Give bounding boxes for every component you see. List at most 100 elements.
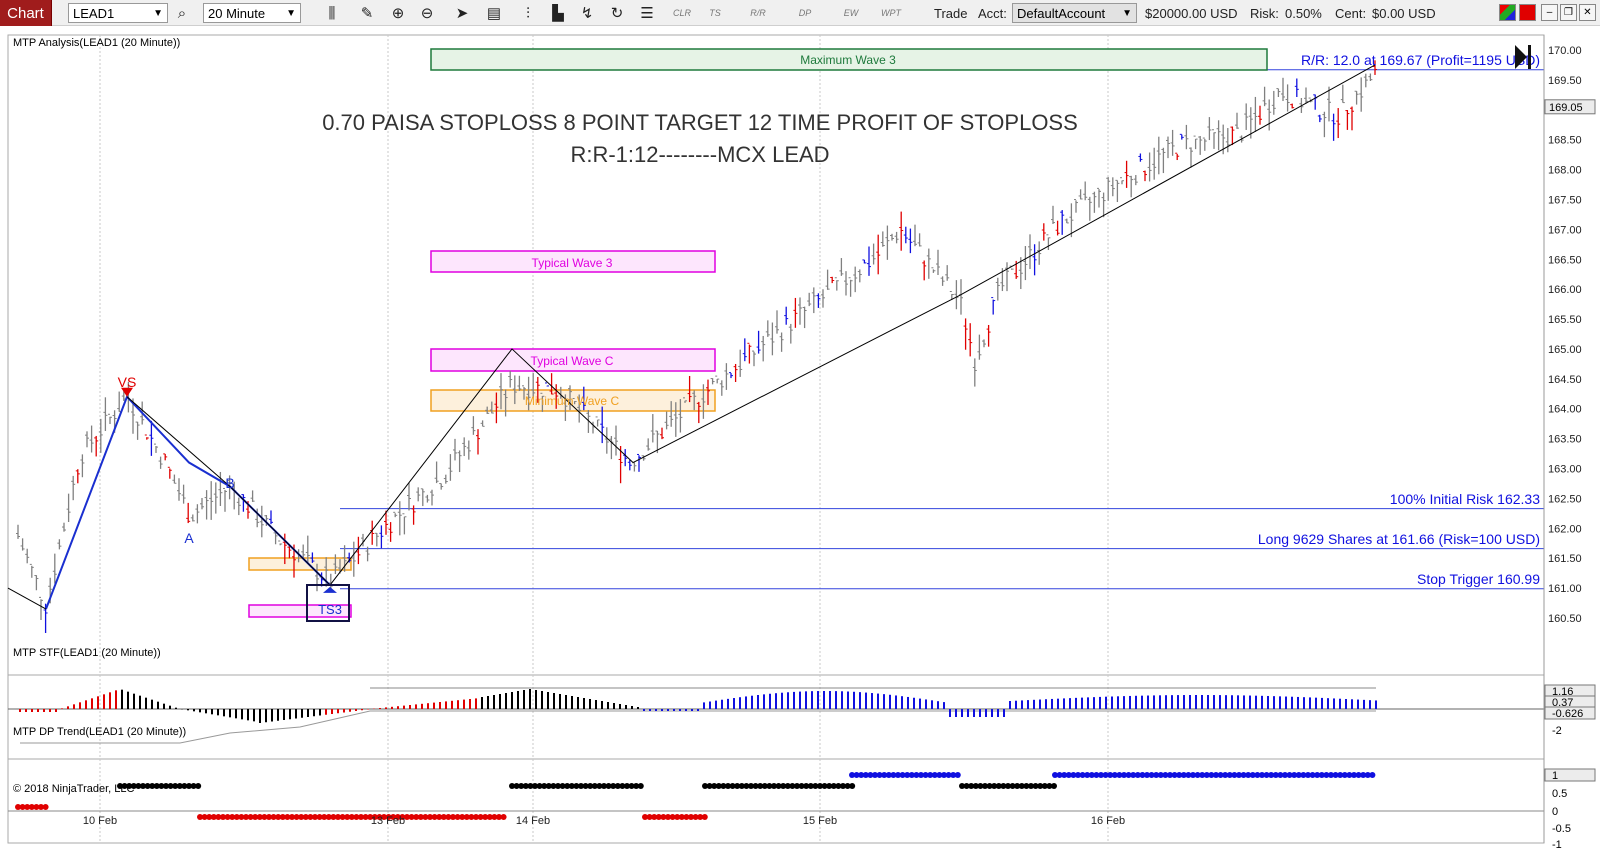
data-box-icon[interactable]: ▤ bbox=[486, 5, 502, 22]
list-icon[interactable]: ☰ bbox=[640, 5, 654, 22]
chart-text: MTP Analysis(LEAD1 (20 Minute)) 0.70 PAI… bbox=[13, 37, 1540, 795]
dp-dot bbox=[1046, 783, 1053, 789]
dp-dot bbox=[1199, 772, 1206, 778]
dp-dot bbox=[153, 783, 160, 789]
dp-dot bbox=[1009, 783, 1016, 789]
dp-dot bbox=[738, 783, 745, 789]
dp-dot bbox=[252, 814, 259, 820]
balance-currency: USD bbox=[1210, 5, 1238, 21]
chart-tab[interactable]: Chart bbox=[0, 0, 52, 26]
dp-tick-label: -0.5 bbox=[1552, 823, 1571, 835]
dp-dot bbox=[1323, 772, 1330, 778]
last-price-label: 169.05 bbox=[1549, 102, 1583, 114]
ts-button[interactable]: TS bbox=[709, 8, 721, 18]
dp-dot bbox=[913, 772, 920, 778]
clr-button[interactable]: CLR bbox=[672, 8, 691, 18]
account-value: DefaultAccount bbox=[1017, 5, 1106, 21]
dp-dot bbox=[1014, 783, 1021, 789]
dp-dot bbox=[885, 772, 892, 778]
dp-dot bbox=[404, 814, 410, 820]
ts3-up-arrow-icon bbox=[323, 586, 337, 593]
dp-dot bbox=[367, 814, 374, 820]
color-palette-icon[interactable] bbox=[1499, 4, 1516, 21]
dp-title: MTP DP Trend(LEAD1 (20 Minute)) bbox=[13, 726, 186, 738]
restore-icon[interactable]: ❐ bbox=[1560, 4, 1577, 21]
search-icon[interactable]: ⌕ bbox=[177, 4, 187, 22]
chart-area[interactable]: 1.16 0.37 -0.626 -2 1 0.5 0 -0.5 -1 MTP Analysi… bbox=[0, 27, 1600, 851]
ew-button[interactable]: EW bbox=[843, 8, 859, 18]
bar-style-icon[interactable]: ⫼ bbox=[328, 4, 336, 22]
dp-dot bbox=[1130, 772, 1137, 778]
dp-dot bbox=[149, 783, 156, 789]
dp-dot bbox=[527, 783, 534, 789]
dp-dot bbox=[1032, 783, 1039, 789]
chart-toolbar: Chart LEAD1 ▼ ⌕ 20 Minute ▼ ⫼ ✎ ⊕ ⊖ ➤ ▤ ⫶ … bbox=[0, 0, 1600, 26]
dp-dot bbox=[312, 814, 318, 820]
dp-panel[interactable] bbox=[7, 758, 1545, 844]
date-axis[interactable]: 10 Feb 13 Feb 14 Feb 15 Feb 16 Feb bbox=[83, 815, 1125, 827]
wave-label-vs: VS bbox=[118, 374, 137, 390]
account-select[interactable]: DefaultAccount ▼ bbox=[1012, 3, 1137, 23]
zone-typical-wave3-small bbox=[248, 604, 352, 618]
price-markers-icon[interactable]: ▙ bbox=[552, 5, 564, 22]
long-entry-label: Long 9629 Shares at 161.66 (Risk=100 USD… bbox=[1258, 531, 1540, 547]
price-tick-label: 164.50 bbox=[1548, 374, 1582, 386]
cursor-icon[interactable]: ➤ bbox=[455, 5, 469, 22]
dp-dot bbox=[19, 804, 26, 810]
dp-dot bbox=[445, 814, 452, 820]
price-axis[interactable]: 170.00169.50169.00168.50168.00167.50167.… bbox=[1543, 35, 1596, 843]
dp-dot bbox=[862, 772, 869, 778]
minimize-icon[interactable]: – bbox=[1541, 4, 1558, 21]
zoom-out-icon[interactable]: ⊖ bbox=[420, 5, 434, 22]
drawing-tools-icon[interactable]: ↯ bbox=[580, 5, 594, 22]
dp-dot bbox=[450, 814, 456, 820]
chart-svg[interactable]: 1.160.37-0.626 -2 1 0.5 0 -0.5 -1 MTP Analysi… bbox=[0, 27, 1600, 851]
draw-pencil-icon[interactable]: ✎ bbox=[360, 5, 374, 22]
chart-tab-label: Chart bbox=[7, 4, 44, 22]
dp-dot bbox=[950, 772, 957, 778]
bar-spacing-icon[interactable]: ⫶ bbox=[526, 4, 530, 22]
dp-dot bbox=[210, 814, 217, 820]
stf-panel[interactable] bbox=[7, 674, 1545, 760]
refresh-icon[interactable]: ↻ bbox=[610, 5, 624, 22]
dp-button[interactable]: DP bbox=[798, 8, 812, 18]
dp-dot bbox=[748, 783, 754, 789]
dp-dot bbox=[761, 783, 768, 789]
close-icon[interactable]: ✕ bbox=[1579, 4, 1596, 21]
zoom-in-icon[interactable]: ⊕ bbox=[391, 5, 405, 22]
dp-dot bbox=[729, 783, 736, 789]
dp-dot bbox=[436, 814, 443, 820]
dp-dot bbox=[1121, 772, 1127, 778]
interval-select[interactable]: 20 Minute ▼ bbox=[203, 3, 301, 23]
instrument-select[interactable]: LEAD1 ▼ bbox=[68, 3, 168, 23]
dp-dot bbox=[422, 814, 429, 820]
rr-button[interactable]: R/R bbox=[750, 8, 766, 18]
dp-dot bbox=[381, 814, 387, 820]
scroll-to-end-icon[interactable] bbox=[1515, 45, 1531, 69]
red-square-icon[interactable] bbox=[1519, 4, 1536, 21]
dp-dot bbox=[1139, 772, 1146, 778]
dp-dot bbox=[986, 783, 993, 789]
risk-value[interactable]: 0.50% bbox=[1285, 5, 1322, 21]
dp-tick-label: 1 bbox=[1552, 770, 1558, 782]
dp-dot bbox=[794, 783, 800, 789]
copyright: © 2018 NinjaTrader, LLC bbox=[13, 783, 134, 795]
dp-dot bbox=[545, 783, 552, 789]
dp-dot bbox=[1000, 783, 1007, 789]
dp-dot bbox=[995, 783, 1002, 789]
interval-value: 20 Minute bbox=[208, 5, 266, 21]
dp-dot bbox=[991, 783, 998, 789]
dp-dot bbox=[385, 814, 392, 820]
dp-dot bbox=[817, 783, 823, 789]
dp-dot bbox=[605, 783, 612, 789]
dp-dot bbox=[463, 814, 470, 820]
dp-dot bbox=[904, 772, 911, 778]
dp-dot bbox=[1203, 772, 1210, 778]
dp-dot bbox=[972, 783, 979, 789]
dp-dot bbox=[1079, 772, 1086, 778]
wave-black-line-left bbox=[7, 587, 47, 610]
trade-button[interactable]: Trade bbox=[934, 5, 968, 21]
dp-dot bbox=[1236, 772, 1242, 778]
dp-dot bbox=[968, 783, 975, 789]
wpt-button[interactable]: WPT bbox=[881, 8, 901, 18]
